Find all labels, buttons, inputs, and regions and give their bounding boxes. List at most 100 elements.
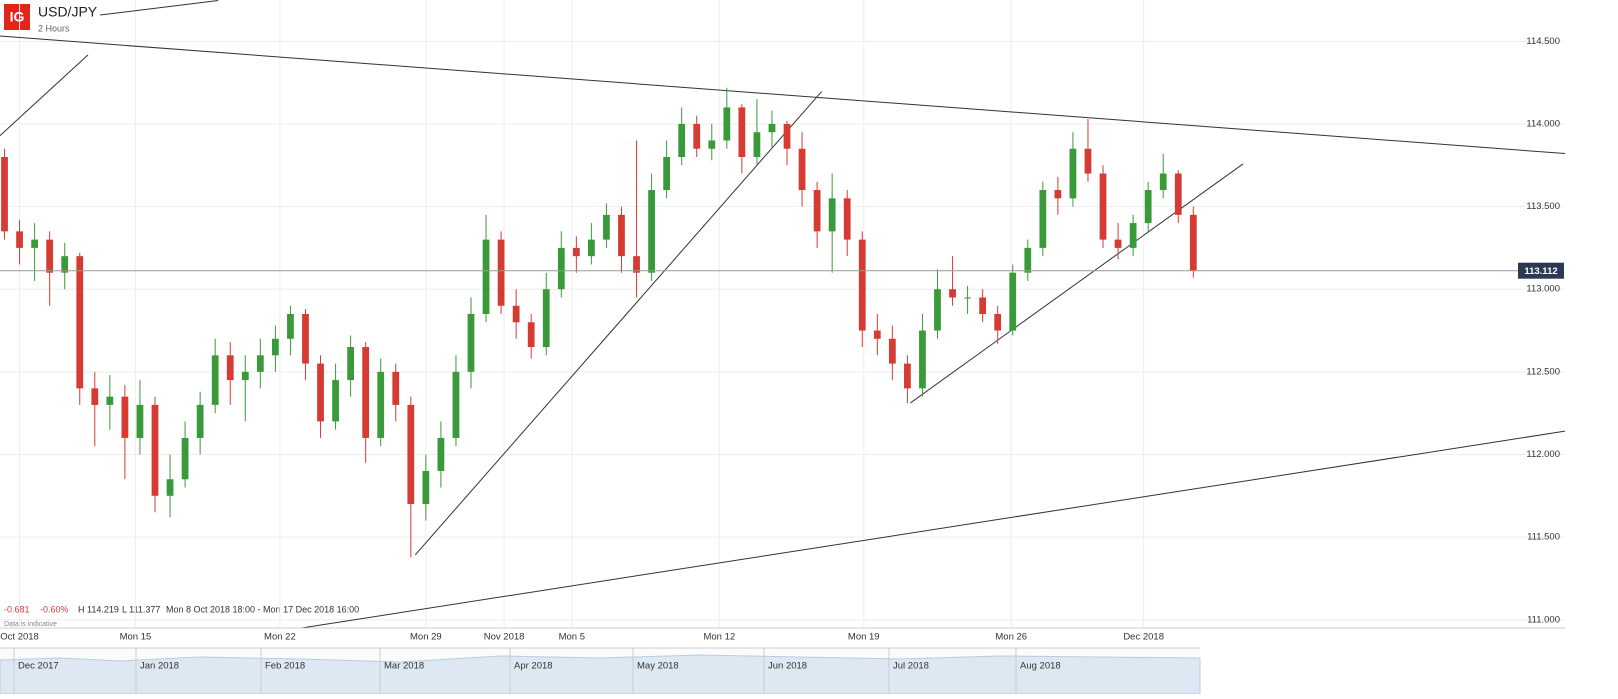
x-tick-label: Mon 22 <box>264 632 296 643</box>
candle-body <box>422 471 430 505</box>
candle-body <box>633 256 640 273</box>
info-high: H 114.219 <box>78 604 119 614</box>
x-tick-label: Mon 26 <box>995 632 1027 643</box>
candle-body <box>542 289 550 348</box>
navigator-label: Feb 2018 <box>265 661 305 672</box>
candle-body <box>1099 173 1107 240</box>
candle-body <box>1159 173 1167 191</box>
candle-body <box>738 107 746 157</box>
logo-box <box>4 4 30 30</box>
y-tick-label: 114.000 <box>1526 118 1560 129</box>
candle-body <box>16 231 23 248</box>
candle-body <box>663 157 671 191</box>
candle-body <box>693 123 701 149</box>
candle-body <box>407 404 415 505</box>
y-tick-label: 114.500 <box>1526 36 1560 47</box>
last-price-label: 113.112 <box>1524 266 1557 277</box>
candle-body <box>452 371 460 438</box>
candle-body <box>106 396 114 405</box>
candle-body <box>1039 190 1047 248</box>
candle-body <box>1 157 8 232</box>
candle-body <box>196 404 204 438</box>
candle-body <box>287 314 294 339</box>
candle-body <box>527 322 535 348</box>
candle-body <box>136 404 144 438</box>
navigator-label: Apr 2018 <box>514 661 553 672</box>
candle-body <box>317 363 324 422</box>
trendline <box>0 35 1565 155</box>
candle-body <box>588 239 595 257</box>
trendline <box>414 91 823 556</box>
candle-body <box>783 123 791 149</box>
logo: IG <box>10 9 25 25</box>
candle-body <box>482 239 490 314</box>
candle-body <box>211 355 219 405</box>
candle-body <box>166 479 174 496</box>
trendline <box>910 163 1244 404</box>
candle-body <box>934 289 941 331</box>
candle-body <box>648 190 655 273</box>
candle-body <box>226 355 234 381</box>
candle-body <box>392 371 400 405</box>
candle-body <box>873 330 881 339</box>
trendline <box>0 54 89 137</box>
x-tick-label: Mon 5 <box>559 632 585 643</box>
candle-body <box>302 314 309 364</box>
trendline <box>100 0 219 16</box>
navigator-label: Dec 2017 <box>18 661 59 672</box>
candle-body <box>557 247 565 290</box>
info-change-pct: -0.60% <box>40 604 69 614</box>
candle-body <box>572 247 580 257</box>
candle-body <box>151 404 159 496</box>
candle-body <box>497 239 505 306</box>
navigator-label: May 2018 <box>637 661 679 672</box>
y-tick-label: 113.000 <box>1526 284 1560 295</box>
candle-body <box>46 239 54 273</box>
chart-subtitle: 2 Hours <box>38 23 70 33</box>
x-tick-label: Nov 2018 <box>484 632 525 643</box>
navigator-area <box>0 654 1201 695</box>
candle-body <box>512 305 520 323</box>
candle-body <box>347 347 355 381</box>
candle-body <box>798 148 806 191</box>
candle-body <box>91 388 99 405</box>
candle-body <box>1084 148 1092 174</box>
candle-body <box>994 314 1002 331</box>
candle-body <box>467 314 475 372</box>
candle-body <box>241 371 249 381</box>
navigator-label: Jan 2018 <box>140 661 179 672</box>
candle-body <box>843 198 851 240</box>
candle-body <box>76 256 84 389</box>
navigator-label: Jul 2018 <box>893 661 929 672</box>
candle-body <box>708 140 716 149</box>
candle-body <box>768 123 776 133</box>
candle-body <box>678 123 686 157</box>
candle-body <box>618 214 625 257</box>
candle-body <box>271 338 279 356</box>
candle-body <box>1189 214 1197 271</box>
candle-body <box>1024 247 1032 273</box>
x-tick-label: Oct 2018 <box>0 632 39 643</box>
navigator-label: Aug 2018 <box>1020 661 1061 672</box>
last-price-tag <box>1518 262 1564 279</box>
candle-body <box>813 190 821 232</box>
candle-body <box>1174 173 1182 215</box>
info-change: -0.681 <box>4 604 30 614</box>
candle-body <box>919 330 926 389</box>
navigator-label: Jun 2018 <box>768 661 807 672</box>
candle-body <box>121 396 129 438</box>
info-low: L 111.377 <box>122 604 160 614</box>
candle-body <box>1069 148 1077 199</box>
info-period: Mon 8 Oct 2018 18:00 - Mon 17 Dec 2018 1… <box>166 604 359 614</box>
candle-body <box>753 132 761 157</box>
candle-body <box>1144 190 1152 224</box>
y-tick-label: 113.500 <box>1526 201 1560 212</box>
candle-body <box>377 371 385 438</box>
candle-body <box>949 289 956 298</box>
x-tick-label: Mon 12 <box>703 632 735 643</box>
info-note: Data is indicative <box>4 621 57 628</box>
candle-body <box>31 239 38 248</box>
candle-body <box>362 347 370 438</box>
